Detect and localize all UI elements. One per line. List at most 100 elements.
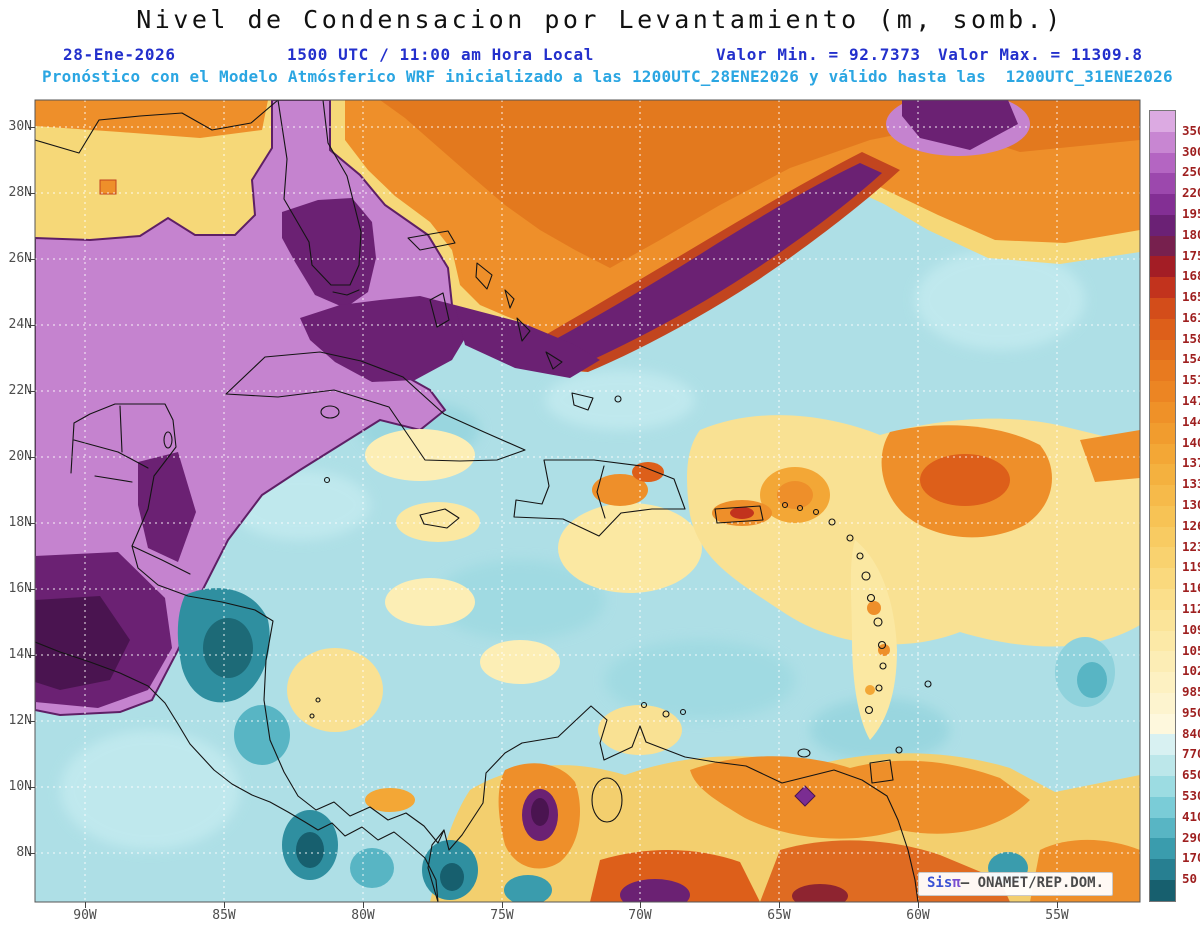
coast-inagua [571,392,594,411]
coast-cayman [323,476,331,484]
coast-acklins [545,351,563,370]
coast-virgin-islands-2 [796,504,804,512]
coast-andros [429,292,450,328]
colorbar-level-label: 50 [1182,871,1198,887]
map-field [35,100,1140,902]
colorbar-segment [1150,651,1175,673]
max-value-label: Valor Max. = 11309.8 [938,45,1143,64]
lon-tick-label: 55W [1045,908,1069,923]
coast-trinidad [869,759,894,784]
border-guatemala-honduras [131,545,191,575]
lon-tick-label: 85W [212,908,236,923]
colorbar-level-label: 1580 [1182,330,1200,346]
lon-tick [779,902,780,908]
coast-central-america-caribbean [70,403,445,844]
colorbar-level-label: 1160 [1182,580,1200,596]
colorbar-level-label: 1545 [1182,351,1200,367]
contour-teal-pacific-2 [350,848,394,888]
contour-orange-hispaniola [592,474,648,506]
contour-dark-purple-keys-cuba [300,296,470,382]
coast-guadeloupe [861,571,871,581]
colorbar-segment [1150,817,1175,839]
map-frame [34,99,1141,903]
contour-dark-purple-cuba-streak [455,305,600,378]
contour-dark-teal-pacific-3 [440,863,464,891]
contour-orange-panama [365,788,415,812]
coast-florida [277,100,362,286]
grid-layer [35,100,1140,902]
lon-tick-label: 65W [767,908,791,923]
colorbar-level-label: 290 [1182,829,1200,845]
colorbar-level-label: 1685 [1182,268,1200,284]
colorbar-segment [1150,838,1175,860]
colorbar-segment [1150,235,1175,257]
coast-antigua [846,534,854,542]
contour-pale-yellow-s-cuba [365,429,475,481]
coast-jamaica [419,508,460,529]
lat-tick [28,721,35,722]
colorbar-segment [1150,568,1175,589]
coast-anguilla [812,508,820,516]
lat-tick [28,193,35,194]
colorbar-level-label: 3500 [1182,122,1200,138]
coast-cat-island [504,289,515,309]
colorbar-level-label: 2500 [1182,164,1200,180]
lat-tick-label: 18N [8,515,32,530]
colorbar-level-label: 840 [1182,725,1200,741]
contour-yellow-w-caribbean [287,648,383,732]
forecast-info-line: Pronóstico con el Modelo Atmósferico WRF… [42,67,1173,86]
lat-tick-label: 26N [8,251,32,266]
coast-virgin-islands-1 [781,501,789,509]
lat-tick-label: 12N [8,713,32,728]
coast-margarita [797,748,811,758]
coast-hispaniola [513,459,686,537]
datetime-row: 28-Ene-2026 1500 UTC / 11:00 am Hora Loc… [0,45,1200,65]
coast-aruba [640,701,648,709]
colorbar-level-label: 1265 [1182,517,1200,533]
coast-turks [614,395,622,403]
colorbar-segment [1150,859,1175,880]
coast-cuba [225,351,526,462]
colorbar-segment [1150,381,1175,402]
contour-teal-nicaragua [234,705,290,765]
contour-dark-purple-bottom-center [620,879,690,902]
contour-dark-orange-core-east [920,454,1010,506]
contour-red-puerto-rico [730,507,754,519]
coast-san-andres [309,713,315,719]
colorbar-level-label: 650 [1182,767,1200,783]
colorbar-segment [1150,443,1175,465]
coast-lake-maracaibo [591,777,623,823]
border-yucatan-1 [73,439,149,469]
coast-st-lucia [877,640,887,650]
contour-orange-stvincent [865,685,875,695]
colorbar-segment [1150,505,1175,527]
lat-tick-label: 20N [8,449,32,464]
contour-orange-spot-nw [99,179,117,195]
lat-tick-label: 10N [8,779,32,794]
lat-tick-label: 14N [8,647,32,662]
lat-tick [28,589,35,590]
colorbar-segment [1150,776,1175,797]
contour-orange-ne-pr-core [777,481,813,509]
lat-tick-label: 28N [8,185,32,200]
contour-orange-venezuela [690,756,1030,839]
colorbar-segment [1150,672,1175,693]
colorbar-segment [1150,277,1175,299]
colorbar-segment [1150,422,1175,444]
min-value-label: Valor Min. = 92.7373 [716,45,921,64]
time-label: 1500 UTC / 11:00 am Hora Local [287,45,594,64]
colorbar-level-label: 410 [1182,808,1200,824]
colorbar-segment [1150,692,1175,714]
colorbar-segment [1150,360,1175,382]
colorbar-segment [1150,630,1175,652]
lat-tick-label: 8N [16,845,32,860]
lon-tick-label: 60W [906,908,930,923]
contour-pale-yellow-mid-sea-2 [480,640,560,684]
colorbar-segment [1150,339,1175,361]
colorbar-level-label: 1800 [1182,226,1200,242]
coast-puerto-rico [714,505,764,524]
colorbar-level-label: 1440 [1182,413,1200,429]
colorbar-segment [1150,485,1175,506]
